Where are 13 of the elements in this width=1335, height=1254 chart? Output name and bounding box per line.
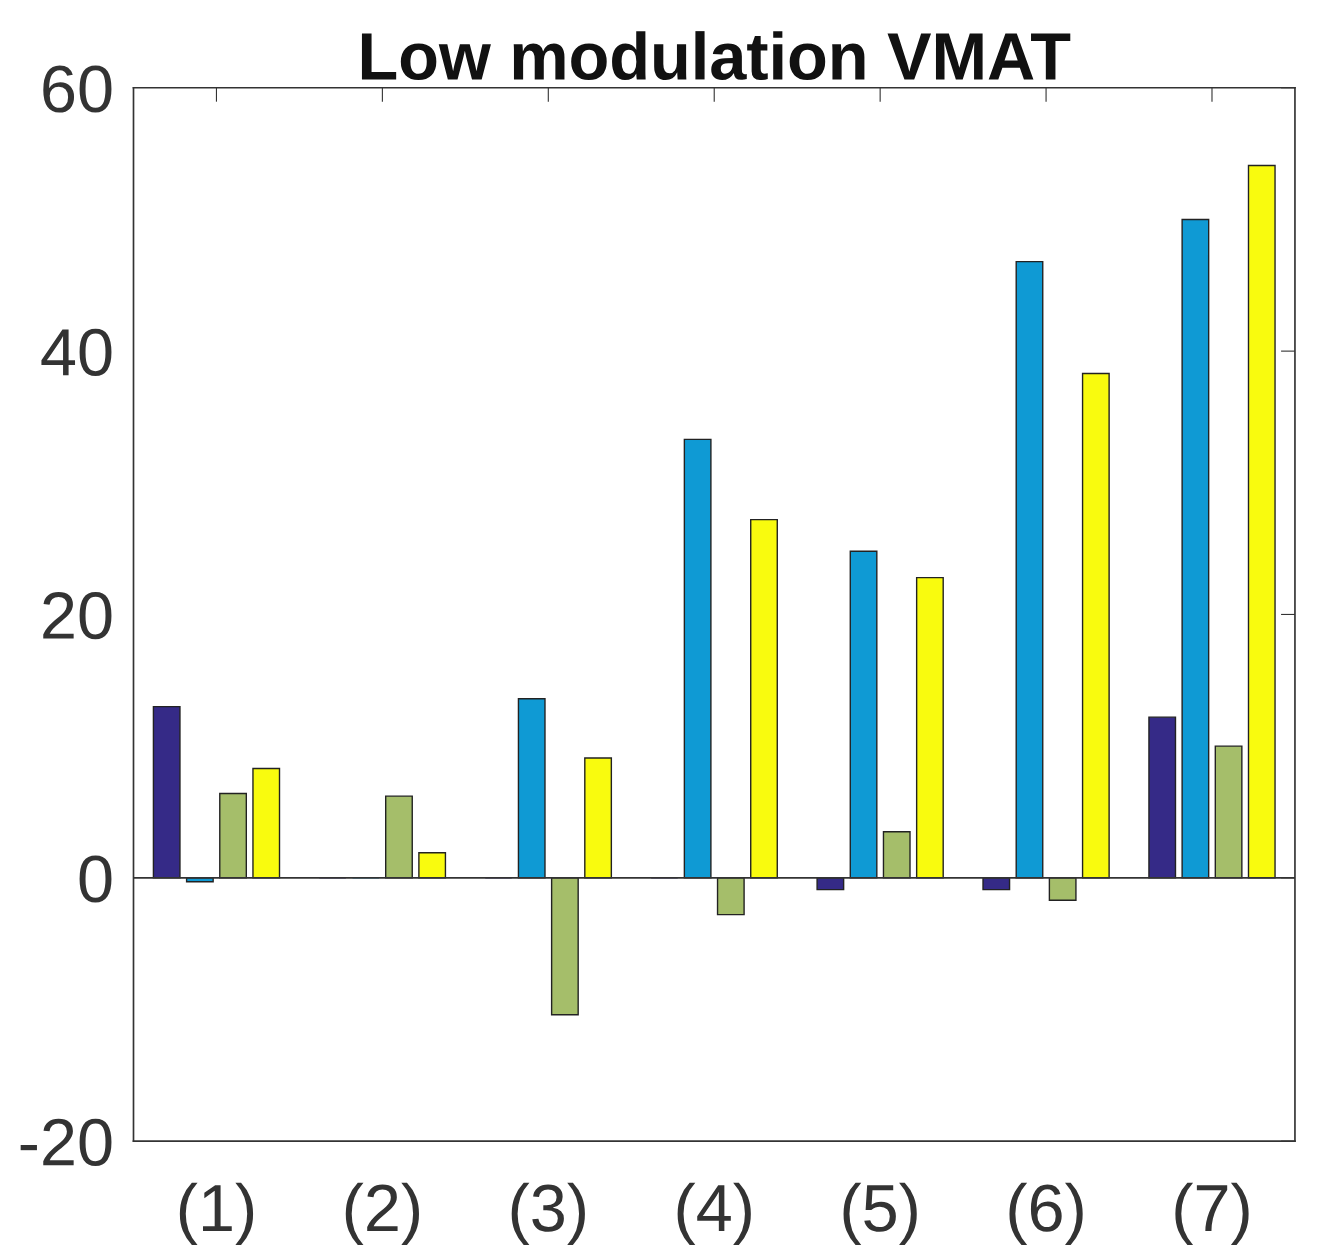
y-tick-label: 60 [43,65,112,113]
chart-title: Low modulation VMAT [361,31,1071,81]
x-tick-label: (1) [179,1182,254,1245]
y-tick-label: 40 [41,328,112,376]
x-tick-label: (3) [511,1182,585,1245]
y-tick-label: 20 [43,592,112,640]
x-tick-label: (5) [843,1182,917,1245]
x-tick-label: (4) [677,1182,751,1245]
y-tick-label: 0 [79,855,112,903]
x-tick-label: (7) [1175,1182,1249,1245]
x-tick-label: (2) [345,1182,419,1245]
x-tick-label: (6) [1009,1182,1083,1245]
y-tick-label: -20 [20,1118,112,1166]
